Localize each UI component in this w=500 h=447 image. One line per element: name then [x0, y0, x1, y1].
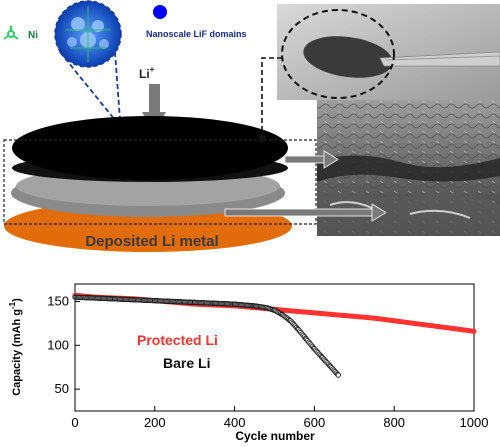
y-tick-label: 150 — [47, 294, 69, 309]
legend-protected-li: Protected Li — [137, 332, 218, 348]
y-axis-title: Capacity (mAh g-1) — [8, 298, 23, 396]
x-tick-label: 200 — [144, 415, 166, 430]
x-tick-label: 600 — [304, 415, 326, 430]
photo-guide-arrowhead — [257, 136, 267, 144]
right-arrow-icon — [284, 150, 339, 169]
li-ion-label: Li+ — [139, 65, 155, 81]
x-axis-title: Cycle number — [235, 429, 315, 443]
zoom-guide-left — [59, 51, 116, 121]
photo-highlight-circle — [281, 9, 395, 99]
zoom-guide-right — [114, 51, 121, 121]
x-tick-label: 1000 — [460, 415, 489, 430]
stack-selection-box — [3, 139, 317, 225]
photo-guide-line — [261, 57, 282, 140]
ni-label: Ni — [28, 30, 38, 41]
axis-ticks: 0 200 400 600 800 1000 50 100 150 — [47, 294, 488, 430]
right-arrow-icon — [224, 203, 387, 222]
schematic-panel: Ni Nanoscale LiF domains Li+ Deposited L… — [3, 0, 500, 252]
deposited-li-label: Deposited Li metal — [85, 233, 218, 250]
series-bare-li — [72, 294, 341, 378]
data-marks — [72, 292, 477, 378]
lif-dot-icon — [153, 5, 167, 19]
data-point — [471, 328, 477, 334]
film-photo — [277, 4, 500, 100]
legend-bare-li: Bare Li — [163, 355, 210, 371]
y-tick-label: 100 — [47, 337, 69, 352]
x-tick-label: 800 — [383, 415, 405, 430]
x-tick-label: 400 — [224, 415, 246, 430]
protective-disk-top — [12, 116, 288, 180]
lif-label: Nanoscale LiF domains — [146, 29, 247, 39]
data-point — [335, 372, 341, 378]
y-tick-label: 50 — [55, 381, 69, 396]
lif-cage-zoom — [54, 0, 122, 68]
ni-lattice-icon — [3, 26, 19, 40]
x-tick-label: 0 — [71, 415, 78, 430]
plot-frame — [74, 283, 475, 412]
